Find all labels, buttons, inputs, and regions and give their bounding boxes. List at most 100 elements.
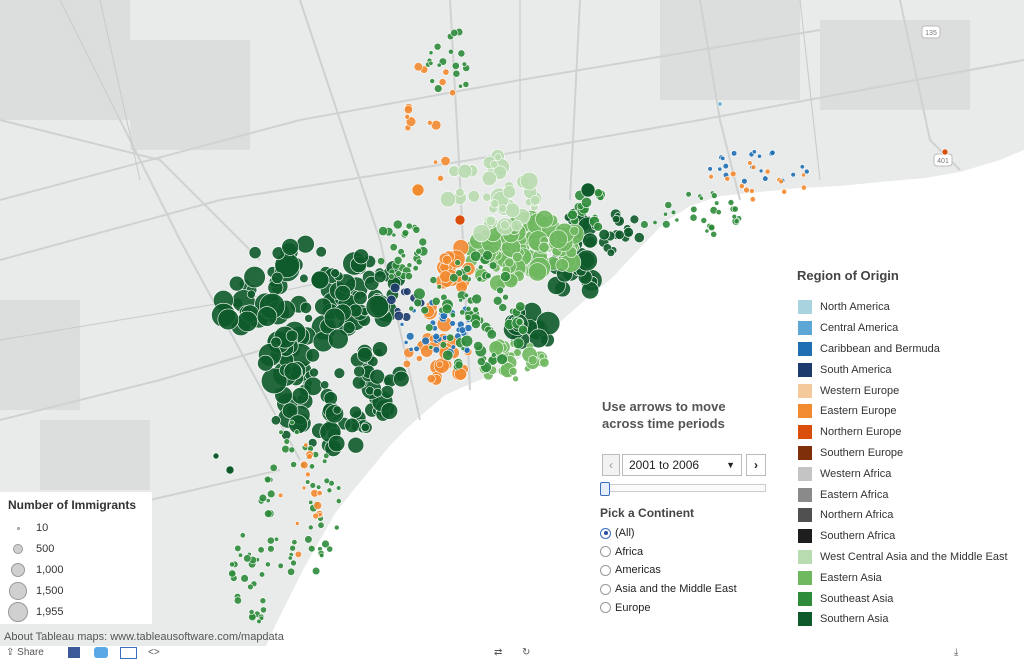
immigrant-bubble[interactable] xyxy=(267,489,276,499)
twitter-icon[interactable] xyxy=(94,647,108,658)
immigrant-bubble[interactable] xyxy=(439,191,457,208)
immigrant-bubble[interactable] xyxy=(421,336,430,346)
immigrant-bubble[interactable] xyxy=(239,532,246,539)
immigrant-bubble[interactable] xyxy=(749,196,756,203)
immigrant-bubble[interactable] xyxy=(236,310,258,333)
immigrant-bubble[interactable] xyxy=(333,524,340,531)
immigrant-bubble[interactable] xyxy=(258,571,266,578)
immigrant-bubble[interactable] xyxy=(403,287,412,296)
immigrant-bubble[interactable] xyxy=(313,501,323,510)
immigrant-bubble[interactable] xyxy=(457,49,466,58)
immigrant-bubble[interactable] xyxy=(593,188,603,198)
immigrant-bubble[interactable] xyxy=(360,422,370,432)
legend-item[interactable]: Southeast Asia xyxy=(792,588,1022,609)
immigrant-bubble[interactable] xyxy=(260,606,267,614)
immigrant-bubble[interactable] xyxy=(353,248,369,265)
immigrant-bubble[interactable] xyxy=(449,273,459,283)
immigrant-bubble[interactable] xyxy=(294,550,303,559)
immigrant-bubble[interactable] xyxy=(462,81,470,88)
download-icon[interactable]: ⤓ xyxy=(954,647,959,658)
immigrant-bubble[interactable] xyxy=(306,453,313,460)
immigrant-bubble[interactable] xyxy=(449,89,457,97)
immigrant-bubble[interactable] xyxy=(281,238,300,256)
immigrant-bubble[interactable] xyxy=(299,301,312,314)
immigrant-bubble[interactable] xyxy=(790,172,796,178)
immigrant-bubble[interactable] xyxy=(764,168,771,175)
immigrant-bubble[interactable] xyxy=(291,539,298,546)
legend-item[interactable]: Northern Africa xyxy=(792,505,1022,526)
immigrant-bubble[interactable] xyxy=(413,287,426,300)
immigrant-bubble[interactable] xyxy=(758,168,764,174)
immigrant-bubble[interactable] xyxy=(436,360,444,368)
immigrant-bubble[interactable] xyxy=(212,452,220,460)
immigrant-bubble[interactable] xyxy=(393,310,404,322)
legend-item[interactable]: Western Europe xyxy=(792,380,1022,401)
immigrant-bubble[interactable] xyxy=(476,357,486,366)
immigrant-bubble[interactable] xyxy=(312,512,320,520)
share-button[interactable]: ⇪ Share xyxy=(6,647,44,658)
immigrant-bubble[interactable] xyxy=(769,149,776,156)
immigrant-bubble[interactable] xyxy=(264,509,273,518)
immigrant-bubble[interactable] xyxy=(662,220,671,229)
immigrant-bubble[interactable] xyxy=(458,326,467,334)
immigrant-bubble[interactable] xyxy=(463,292,469,299)
immigrant-bubble[interactable] xyxy=(344,417,360,434)
immigrant-bubble[interactable] xyxy=(257,354,274,372)
immigrant-bubble[interactable] xyxy=(714,200,720,206)
immigrant-bubble[interactable] xyxy=(315,484,322,490)
immigrant-bubble[interactable] xyxy=(317,521,325,529)
continent-option[interactable]: Europe xyxy=(600,598,770,617)
immigrant-bubble[interactable] xyxy=(429,276,438,284)
period-slider-handle[interactable] xyxy=(600,482,610,496)
immigrant-bubble[interactable] xyxy=(380,385,395,399)
immigrant-bubble[interactable] xyxy=(233,596,242,605)
immigrant-bubble[interactable] xyxy=(496,353,508,365)
immigrant-bubble[interactable] xyxy=(305,479,311,485)
map-attribution[interactable]: About Tableau maps: www.tableausoftware.… xyxy=(4,631,284,643)
immigrant-bubble[interactable] xyxy=(342,321,356,335)
immigrant-bubble[interactable] xyxy=(333,367,346,379)
immigrant-bubble[interactable] xyxy=(482,250,493,261)
immigrant-bubble[interactable] xyxy=(749,188,755,194)
immigrant-bubble[interactable] xyxy=(289,419,295,426)
immigrant-bubble[interactable] xyxy=(803,168,810,175)
immigrant-bubble[interactable] xyxy=(467,190,481,203)
immigrant-bubble[interactable] xyxy=(502,293,509,301)
immigrant-bubble[interactable] xyxy=(498,204,507,213)
immigrant-bubble[interactable] xyxy=(476,276,483,283)
immigrant-bubble[interactable] xyxy=(395,270,402,277)
immigrant-bubble[interactable] xyxy=(685,191,692,198)
immigrant-bubble[interactable] xyxy=(240,574,249,583)
facebook-icon[interactable] xyxy=(68,647,80,658)
immigrant-bubble[interactable] xyxy=(388,273,395,280)
immigrant-bubble[interactable] xyxy=(243,266,266,289)
immigrant-bubble[interactable] xyxy=(432,346,441,354)
immigrant-bubble[interactable] xyxy=(426,374,436,384)
immigrant-bubble[interactable] xyxy=(460,346,466,351)
immigrant-bubble[interactable] xyxy=(365,295,390,319)
immigrant-bubble[interactable] xyxy=(229,275,245,292)
immigrant-bubble[interactable] xyxy=(281,444,290,454)
immigrant-bubble[interactable] xyxy=(287,567,296,576)
immigrant-bubble[interactable] xyxy=(277,562,284,570)
immigrant-bubble[interactable] xyxy=(436,284,442,290)
immigrant-bubble[interactable] xyxy=(454,214,466,226)
immigrant-bubble[interactable] xyxy=(598,228,610,241)
immigrant-bubble[interactable] xyxy=(720,155,726,161)
immigrant-bubble[interactable] xyxy=(404,114,411,120)
immigrant-bubble[interactable] xyxy=(294,521,300,526)
immigrant-bubble[interactable] xyxy=(356,346,373,363)
immigrant-bubble[interactable] xyxy=(663,211,668,217)
immigrant-bubble[interactable] xyxy=(710,230,718,238)
immigrant-bubble[interactable] xyxy=(347,436,365,454)
legend-item[interactable]: Caribbean and Bermuda xyxy=(792,339,1022,360)
immigrant-bubble[interactable] xyxy=(429,78,436,84)
immigrant-bubble[interactable] xyxy=(539,357,550,368)
legend-item[interactable]: Central America xyxy=(792,318,1022,339)
immigrant-bubble[interactable] xyxy=(472,306,480,313)
immigrant-bubble[interactable] xyxy=(315,246,327,258)
immigrant-bubble[interactable] xyxy=(408,346,414,352)
immigrant-bubble[interactable] xyxy=(512,375,519,383)
legend-item[interactable]: Western Africa xyxy=(792,463,1022,484)
